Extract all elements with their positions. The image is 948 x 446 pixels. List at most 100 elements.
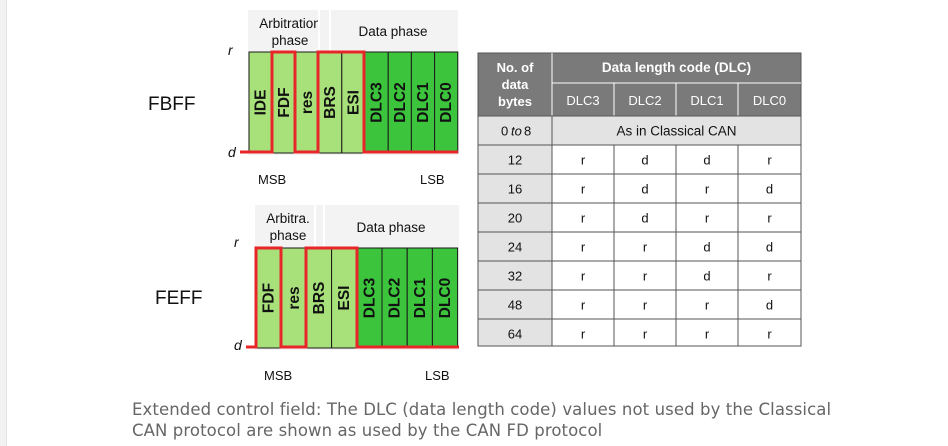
dlc-table-subheader-dlc2: DLC2 — [628, 93, 661, 108]
dlc-table-cell: r — [581, 298, 586, 313]
dlc-table-cell: d — [641, 211, 648, 226]
fbff-arbitration-header: Arbitration — [259, 16, 321, 31]
fbff-bit-label-ide: IDE — [253, 90, 270, 116]
dlc-table-bytes-cell-bg — [478, 261, 552, 290]
dlc-table-cell: d — [766, 240, 773, 255]
dlc-table-cell: r — [581, 153, 586, 168]
dlc-table-cell: r — [767, 211, 772, 226]
feff-bit-cell-dlc2 — [381, 247, 408, 349]
dlc-table-bytes-header-line3: bytes — [498, 94, 532, 109]
dlc-table-cell: d — [766, 182, 773, 197]
fbff-msb-label: MSB — [258, 172, 286, 187]
dlc-table-bytes-value: 12 — [508, 153, 522, 168]
fbff-dominant-label: d — [228, 144, 237, 160]
dlc-table-bytes-value: 24 — [508, 240, 522, 255]
fbff-arbitration-header-line2: phase — [272, 33, 309, 48]
fbff-bit-label-dlc3: DLC3 — [369, 82, 386, 123]
dlc-table-group-header: Data length code (DLC) — [602, 60, 751, 75]
dlc-table-cell: d — [766, 298, 773, 313]
feff-signal-level-trace — [246, 246, 459, 349]
dlc-table-classical-row: As in Classical CAN — [616, 124, 736, 139]
fbff-frame-name: FBFF — [148, 94, 196, 115]
feff-arbitration-header-line2: phase — [270, 228, 307, 243]
dlc-table-bytes-value: 32 — [508, 269, 522, 284]
dlc-table-cell: r — [581, 182, 586, 197]
dlc-table-bytes-to: to — [511, 124, 522, 139]
dlc-table-bytes-cell-bg — [478, 290, 552, 319]
feff-recessive-label: r — [234, 234, 240, 250]
feff-bit-label-dlc2: DLC2 — [387, 278, 404, 318]
can-fd-control-field-figure: Arbitration phase Data phase IDE FDF res BRS ES… — [148, 10, 802, 383]
fbff-bit-label-brs: BRS — [322, 86, 339, 119]
dlc-table-cell: r — [581, 211, 586, 226]
fbff-bit-label-dlc0: DLC0 — [438, 82, 455, 122]
dlc-table-cell: r — [581, 240, 586, 255]
feff-bit-cell-fdf — [255, 247, 282, 349]
feff-bit-label-dlc3: DLC3 — [361, 277, 378, 318]
dlc-table-bytes-value: 16 — [508, 182, 522, 197]
dlc-table-cell: d — [641, 153, 648, 168]
fbff-signal-level-trace — [240, 50, 458, 154]
dlc-table-cell: d — [703, 153, 710, 168]
feff-bit-cell-dlc0 — [431, 247, 459, 349]
fbff-bit-label-fdf: FDF — [276, 87, 293, 117]
dlc-table-cell: r — [581, 269, 586, 284]
feff-frame-name: FEFF — [155, 288, 203, 309]
dlc-table-bytes-header-line2: data — [502, 77, 530, 92]
dlc-table-cell: r — [643, 298, 648, 313]
feff-bit-label-esi: ESI — [336, 286, 353, 311]
dlc-table-bytes-value: 48 — [508, 298, 522, 313]
dlc-table-cell: r — [643, 269, 648, 284]
dlc-table-cell: r — [705, 298, 710, 313]
page-margin-strip — [0, 0, 7, 446]
dlc-table-header-bg — [478, 53, 801, 116]
dlc-table-bytes-cell-bg — [478, 319, 552, 346]
fbff-lsb-label: LSB — [420, 172, 445, 187]
feff-msb-label: MSB — [264, 368, 292, 383]
dlc-table-cell: d — [641, 182, 648, 197]
dlc-table-cell: r — [643, 240, 648, 255]
dlc-table-subheader-dlc3: DLC3 — [566, 93, 599, 108]
figure-caption: Extended control field: The DLC (data le… — [132, 400, 832, 440]
dlc-table-cell: r — [705, 211, 710, 226]
fbff-bit-label-res: res — [299, 91, 316, 114]
dlc-table-bytes-cell-bg — [478, 145, 552, 174]
dlc-table-cell: r — [767, 269, 772, 284]
dlc-table-bytes-value: 64 — [508, 327, 522, 342]
dlc-table-cell: r — [705, 327, 710, 342]
dlc-table-cell: d — [703, 269, 710, 284]
feff-bit-label-dlc1: DLC1 — [412, 277, 429, 318]
dlc-table-border — [477, 52, 802, 347]
fbff-data-phase-header: Data phase — [358, 24, 427, 39]
feff-bit-label-res: res — [286, 286, 303, 309]
dlc-table-cell: d — [703, 240, 710, 255]
dlc-table-row-bg — [552, 116, 801, 145]
dlc-table-cell: r — [581, 327, 586, 342]
dlc-table-bytes-header: No. of — [497, 60, 534, 75]
fbff-bit-label-esi: ESI — [345, 90, 362, 115]
dlc-table-subheader-dlc1: DLC1 — [690, 93, 723, 108]
feff-dominant-label: d — [234, 337, 243, 353]
dlc-table-bytes-cell-bg — [478, 203, 552, 232]
feff-data-phase-header: Data phase — [356, 220, 425, 235]
dlc-table-cell: r — [643, 327, 648, 342]
feff-bit-cell-esi — [331, 247, 358, 349]
dlc-table-cell: r — [705, 182, 710, 197]
fbff-bit-label-dlc1: DLC1 — [415, 82, 432, 123]
dlc-table-bytes-cell-bg — [478, 174, 552, 203]
feff-bit-label-brs: BRS — [311, 282, 328, 315]
feff-bit-cell-res — [280, 247, 307, 349]
dlc-table-subheader-dlc0: DLC0 — [753, 93, 786, 108]
fbff-recessive-label: r — [228, 42, 234, 58]
fbff-bit-label-dlc2: DLC2 — [392, 82, 409, 122]
dlc-table-bytes-cell-bg — [478, 232, 552, 261]
dlc-table-cell: r — [767, 153, 772, 168]
dlc-table-bytes-value: 20 — [508, 211, 522, 226]
dlc-table-bytes-value: 0 — [501, 124, 508, 139]
feff-lsb-label: LSB — [425, 368, 450, 383]
dlc-table-bytes-cell-bg — [478, 116, 552, 145]
dlc-table-bytes-value: 8 — [524, 124, 531, 139]
feff-bit-label-fdf: FDF — [261, 283, 278, 313]
feff-bit-label-dlc0: DLC0 — [437, 278, 454, 318]
feff-arbitration-header: Arbitra. — [266, 211, 310, 226]
